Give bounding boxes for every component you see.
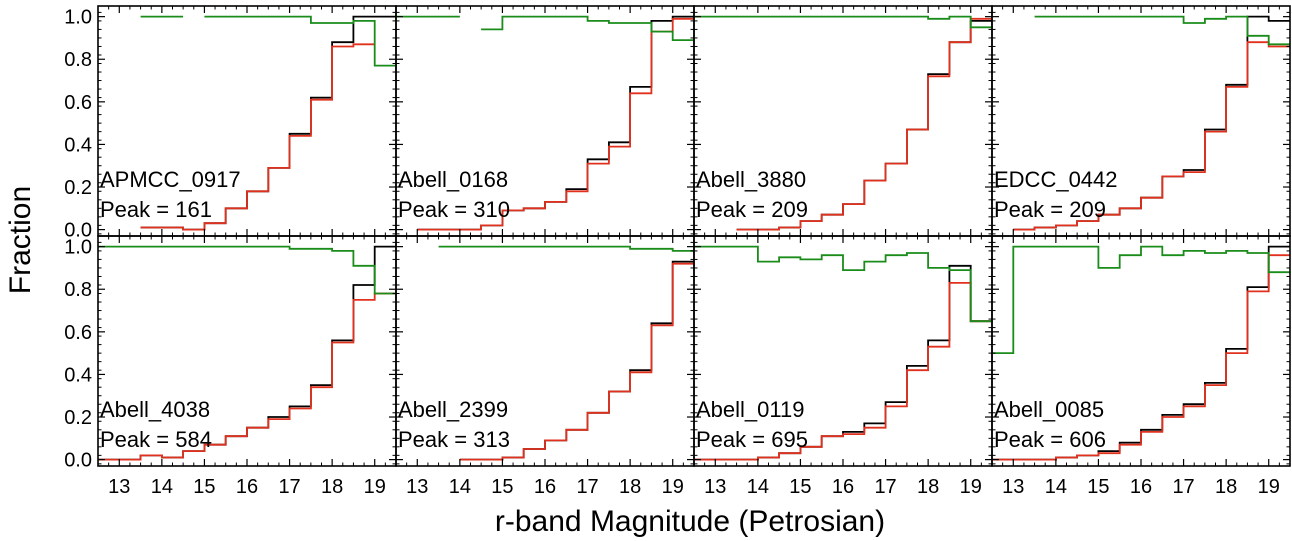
x-tick-label: 15 [1087, 476, 1109, 498]
red-series-line [736, 17, 992, 231]
y-tick-label: 1.0 [64, 7, 92, 29]
y-tick-label: 0.4 [64, 134, 92, 156]
x-tick-label: 13 [406, 476, 428, 498]
red-series-line [1013, 41, 1290, 231]
x-tick-label: 13 [1002, 476, 1024, 498]
panel-abell-3880: Abell_3880 Peak = 209 [693, 5, 993, 237]
green-series-line [694, 15, 992, 29]
peak-label: Peak = 310 [398, 197, 510, 222]
green-series-line [98, 245, 396, 295]
panel-edcc-0442: EDCC_0442 Peak = 209 [991, 5, 1291, 237]
panel-abell-0168: Abell_0168 Peak = 310 [395, 5, 695, 237]
x-tick-label: 16 [832, 476, 854, 498]
x-tick-label: 16 [534, 476, 556, 498]
peak-label: Peak = 313 [398, 427, 510, 452]
x-tick-label: 14 [449, 476, 471, 498]
green-series-line [694, 245, 992, 323]
panel-apmcc-0917: 0.0 0.2 0.4 0.6 0.8 1.0 APMCC_0917 Peak = 161 [64, 5, 397, 242]
y-tick-label: 1.0 [64, 237, 92, 259]
cluster-name-label: Abell_0168 [398, 167, 508, 192]
cluster-name-label: Abell_3880 [696, 167, 806, 192]
x-tick-label: 16 [1130, 476, 1152, 498]
x-tick-label: 17 [278, 476, 300, 498]
red-series-line [992, 254, 1290, 461]
panel-grid: 0.0 0.2 0.4 0.6 0.8 1.0 APMCC_0917 Peak = 161 Ab… [64, 5, 1291, 498]
panel-abell-2399: 13 14 15 16 17 18 19 Abell_2399 Peak = 313 [395, 235, 695, 498]
cluster-name-label: Abell_0085 [994, 397, 1104, 422]
y-tick-label: 0.6 [64, 92, 92, 114]
peak-label: Peak = 161 [100, 197, 212, 222]
x-tick-label: 14 [1045, 476, 1067, 498]
y-tick-label: 0.0 [64, 450, 92, 472]
x-tick-label: 18 [1215, 476, 1237, 498]
y-tick-label: 0.2 [64, 177, 92, 199]
x-tick-label: 17 [576, 476, 598, 498]
cluster-name-label: EDCC_0442 [994, 167, 1118, 192]
x-tick-label: 18 [619, 476, 641, 498]
red-series-line [459, 262, 694, 461]
green-series-line [140, 15, 396, 67]
y-tick-label: 0.0 [64, 220, 92, 242]
peak-label: Peak = 584 [100, 427, 212, 452]
panel-abell-0085: 13 14 15 16 17 18 19 Abell_0085 Peak = 606 [991, 235, 1291, 498]
x-tick-label: 13 [704, 476, 726, 498]
green-series-line [396, 15, 694, 41]
red-series-line [98, 292, 396, 461]
peak-label: Peak = 209 [696, 197, 808, 222]
cluster-name-label: Abell_0119 [696, 397, 804, 422]
y-tick-label: 0.6 [64, 322, 92, 344]
y-axis-title: Fraction [4, 186, 37, 294]
red-series-line [694, 282, 992, 461]
panel-abell-4038: 0.0 0.2 0.4 0.6 0.8 1.0 13 14 15 16 17 18 19 Abell_40… [64, 235, 397, 498]
x-tick-label: 19 [960, 476, 982, 498]
x-tick-label: 15 [789, 476, 811, 498]
x-tick-label: 17 [874, 476, 896, 498]
y-tick-label: 0.8 [64, 279, 92, 301]
x-tick-label: 15 [193, 476, 215, 498]
peak-label: Peak = 695 [696, 427, 808, 452]
x-tick-label: 17 [1172, 476, 1194, 498]
panel-abell-0119: 13 14 15 16 17 18 19 Abell_0119 Peak = 695 [693, 235, 993, 498]
cluster-name-label: APMCC_0917 [100, 167, 241, 192]
x-tick-label: 14 [151, 476, 173, 498]
x-tick-label: 14 [747, 476, 769, 498]
cluster-name-label: Abell_4038 [100, 397, 210, 422]
green-series-line [1034, 15, 1290, 46]
x-tick-label: 18 [321, 476, 343, 498]
x-tick-label: 13 [108, 476, 130, 498]
x-tick-label: 16 [236, 476, 258, 498]
peak-label: Peak = 606 [994, 427, 1106, 452]
x-tick-label: 19 [364, 476, 386, 498]
y-tick-label: 0.2 [64, 407, 92, 429]
x-tick-label: 15 [491, 476, 513, 498]
y-tick-label: 0.4 [64, 364, 92, 386]
cluster-name-label: Abell_2399 [398, 397, 508, 422]
red-series-line [140, 43, 375, 231]
red-series-line [417, 17, 694, 231]
y-tick-label: 0.8 [64, 49, 92, 71]
green-series-line [992, 245, 1290, 354]
x-tick-label: 19 [662, 476, 684, 498]
x-tick-label: 19 [1258, 476, 1280, 498]
x-axis-title: r-band Magnitude (Petrosian) [495, 505, 885, 538]
x-tick-label: 18 [917, 476, 939, 498]
peak-label: Peak = 209 [994, 197, 1106, 222]
green-series-line [438, 245, 694, 252]
